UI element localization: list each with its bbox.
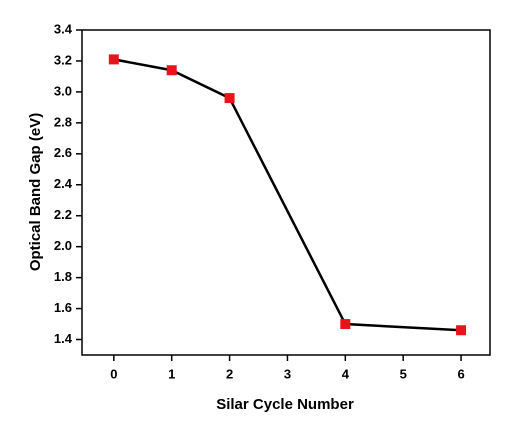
y-tick-label: 2.0: [54, 238, 72, 253]
y-tick-label: 3.2: [54, 52, 72, 67]
data-point: [224, 93, 235, 104]
x-tick-label: 3: [284, 366, 291, 381]
y-tick-label: 3.4: [54, 21, 73, 36]
y-tick-label: 2.2: [54, 207, 72, 222]
x-tick-label: 6: [457, 366, 464, 381]
y-tick-label: 3.0: [54, 83, 72, 98]
x-tick-label: 1: [168, 366, 175, 381]
y-tick-label: 1.6: [54, 300, 72, 315]
x-tick-label: 2: [226, 366, 233, 381]
data-point: [456, 325, 467, 336]
data-point: [166, 65, 177, 76]
data-point: [340, 319, 351, 330]
x-axis-title: Silar Cycle Number: [216, 396, 354, 413]
y-axis-title: Optical Band Gap (eV): [27, 113, 44, 271]
y-tick-label: 2.4: [54, 176, 73, 191]
x-tick-label: 0: [110, 366, 117, 381]
x-tick-label: 4: [342, 366, 350, 381]
y-tick-label: 1.8: [54, 269, 72, 284]
y-tick-label: 2.8: [54, 114, 72, 129]
y-tick-label: 2.6: [54, 145, 72, 160]
data-line: [113, 58, 462, 332]
x-tick-label: 5: [400, 366, 407, 381]
data-point: [108, 54, 119, 65]
plot-frame: [81, 29, 491, 356]
y-tick-label: 1.4: [54, 331, 73, 346]
